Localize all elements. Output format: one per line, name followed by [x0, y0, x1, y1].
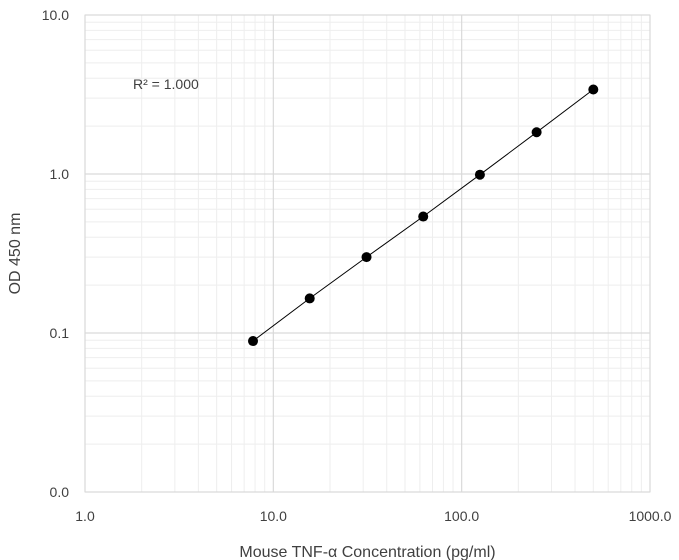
x-tick-label: 10.0	[260, 508, 287, 524]
y-tick-label: 1.0	[50, 166, 70, 182]
data-point	[304, 293, 315, 304]
data-point	[531, 127, 542, 138]
y-tick-label: 0.0	[50, 484, 70, 500]
data-point	[588, 84, 599, 95]
x-tick-label: 100.0	[444, 508, 479, 524]
data-points	[248, 84, 599, 347]
x-axis-title: Mouse TNF-α Concentration (pg/ml)	[239, 544, 495, 560]
r-squared-annotation: R² = 1.000	[133, 76, 199, 92]
data-point	[474, 169, 485, 180]
x-tick-labels: 1.0 10.0 100.0 1000.0	[75, 508, 671, 524]
y-axis-title: OD 450 nm	[7, 213, 24, 295]
plot-area-border	[84, 14, 651, 493]
data-point	[361, 252, 372, 263]
minor-gridlines	[85, 15, 650, 492]
x-tick-label: 1000.0	[629, 508, 672, 524]
x-tick-label: 1.0	[75, 508, 95, 524]
y-tick-label: 0.1	[50, 325, 70, 341]
data-point	[248, 336, 259, 347]
y-tick-label: 10.0	[42, 7, 69, 23]
y-tick-labels: 0.0 0.1 1.0 10.0	[42, 7, 69, 500]
data-point	[418, 211, 429, 222]
